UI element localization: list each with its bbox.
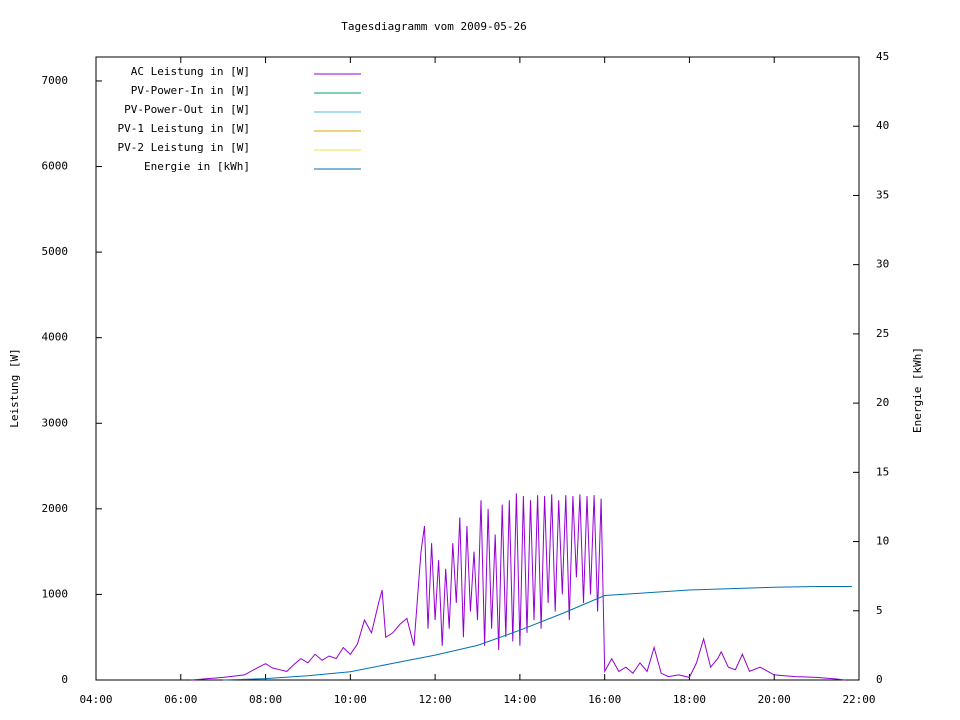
y2-axis-label: Energie [kWh] bbox=[911, 347, 924, 433]
y-tick-label: 3000 bbox=[42, 416, 69, 429]
x-tick-label: 04:00 bbox=[79, 693, 112, 706]
x-tick-label: 16:00 bbox=[588, 693, 621, 706]
y2-tick-label: 40 bbox=[876, 119, 889, 132]
y-tick-label: 5000 bbox=[42, 245, 69, 258]
x-tick-label: 10:00 bbox=[334, 693, 367, 706]
legend-label: AC Leistung in [W] bbox=[131, 65, 250, 78]
y2-tick-label: 30 bbox=[876, 258, 889, 271]
y2-tick-label: 45 bbox=[876, 50, 889, 63]
x-tick-label: 08:00 bbox=[249, 693, 282, 706]
data-line bbox=[191, 493, 845, 681]
data-line bbox=[223, 586, 852, 681]
x-tick-label: 14:00 bbox=[503, 693, 536, 706]
chart-title: Tagesdiagramm vom 2009-05-26 bbox=[341, 20, 526, 33]
legend-label: PV-2 Leistung in [W] bbox=[118, 141, 250, 154]
legend-label: Energie in [kWh] bbox=[144, 160, 250, 173]
plot-border bbox=[95, 56, 860, 681]
y2-tick-label: 15 bbox=[876, 465, 889, 478]
y-tick-label: 7000 bbox=[42, 74, 69, 87]
x-tick-label: 06:00 bbox=[164, 693, 197, 706]
legend-label: PV-Power-In in [W] bbox=[131, 84, 250, 97]
y2-tick-label: 20 bbox=[876, 396, 889, 409]
y2-tick-label: 0 bbox=[876, 673, 883, 686]
y2-tick-label: 5 bbox=[876, 604, 883, 617]
x-tick-label: 22:00 bbox=[842, 693, 875, 706]
y2-tick-label: 10 bbox=[876, 535, 889, 548]
x-tick-label: 12:00 bbox=[419, 693, 452, 706]
y-tick-label: 4000 bbox=[42, 331, 69, 344]
y2-tick-label: 35 bbox=[876, 188, 889, 201]
legend-label: PV-Power-Out in [W] bbox=[124, 103, 250, 116]
y2-tick-label: 25 bbox=[876, 327, 889, 340]
y-tick-label: 1000 bbox=[42, 587, 69, 600]
x-tick-label: 20:00 bbox=[758, 693, 791, 706]
y-tick-label: 6000 bbox=[42, 160, 69, 173]
y-tick-label: 2000 bbox=[42, 502, 69, 515]
x-tick-label: 18:00 bbox=[673, 693, 706, 706]
legend-label: PV-1 Leistung in [W] bbox=[118, 122, 250, 135]
y-axis-label: Leistung [W] bbox=[8, 348, 21, 427]
y-tick-label: 0 bbox=[61, 673, 68, 686]
